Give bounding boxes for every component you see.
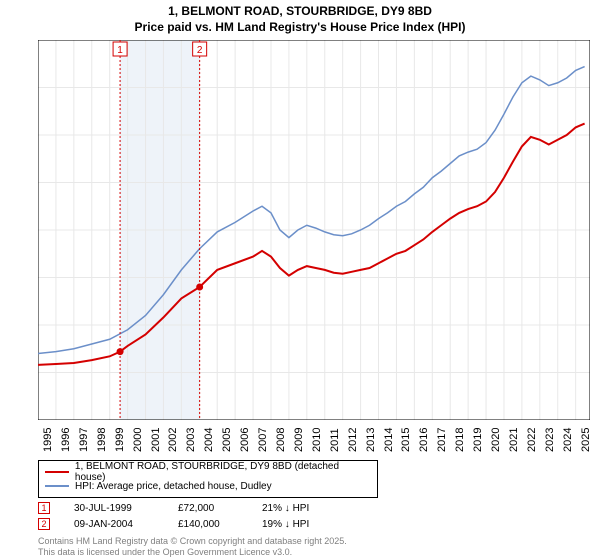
x-tick-label: 2015 [400,428,412,452]
x-tick-label: 2003 [185,428,197,452]
legend-row-price-paid: 1, BELMONT ROAD, STOURBRIDGE, DY9 8BD (d… [45,465,371,479]
chart-svg: 12 [38,40,590,420]
x-tick-label: 2019 [472,428,484,452]
x-tick-label: 2016 [418,428,430,452]
x-tick-label: 2017 [436,428,448,452]
annotation-row: 1 30-JUL-1999 £72,000 21% ↓ HPI [38,500,309,516]
x-tick-label: 1996 [60,428,72,452]
legend-swatch [45,485,69,487]
x-tick-label: 2020 [490,428,502,452]
x-tick-label: 2011 [329,428,341,452]
annotation-marker: 1 [38,502,50,514]
x-tick-label: 1998 [96,428,108,452]
chart-title: 1, BELMONT ROAD, STOURBRIDGE, DY9 8BD Pr… [0,0,600,35]
annotation-price: £140,000 [178,519,238,530]
x-tick-label: 2014 [383,428,395,452]
legend-label: HPI: Average price, detached house, Dudl… [75,481,272,492]
title-line-1: 1, BELMONT ROAD, STOURBRIDGE, DY9 8BD [0,4,600,20]
footer-line-1: Contains HM Land Registry data © Crown c… [38,536,347,547]
legend: 1, BELMONT ROAD, STOURBRIDGE, DY9 8BD (d… [38,460,378,498]
x-tick-label: 2000 [132,428,144,452]
annotation-delta: 21% ↓ HPI [262,503,309,514]
legend-swatch [45,471,69,473]
x-tick-label: 2021 [508,428,520,452]
annotation-table: 1 30-JUL-1999 £72,000 21% ↓ HPI 2 09-JAN… [38,500,309,532]
svg-text:2: 2 [197,45,203,56]
footer: Contains HM Land Registry data © Crown c… [38,536,347,558]
annotation-price: £72,000 [178,503,238,514]
footer-line-2: This data is licensed under the Open Gov… [38,547,347,558]
x-tick-label: 2009 [293,428,305,452]
x-tick-label: 1995 [42,428,54,452]
x-tick-label: 1999 [114,428,126,452]
x-tick-label: 2006 [239,428,251,452]
x-tick-label: 2004 [203,428,215,452]
x-tick-label: 2007 [257,428,269,452]
annotation-date: 30-JUL-1999 [74,503,154,514]
x-tick-label: 2024 [562,428,574,452]
x-tick-label: 2013 [365,428,377,452]
annotation-delta: 19% ↓ HPI [262,519,309,530]
x-tick-label: 2023 [544,428,556,452]
x-tick-label: 2005 [221,428,233,452]
x-tick-label: 1997 [78,428,90,452]
x-tick-label: 2025 [580,428,592,452]
x-tick-label: 2002 [167,428,179,452]
chart-area: 12 [38,40,590,420]
svg-text:1: 1 [117,45,123,56]
annotation-row: 2 09-JAN-2004 £140,000 19% ↓ HPI [38,516,309,532]
title-line-2: Price paid vs. HM Land Registry's House … [0,20,600,36]
x-tick-label: 2012 [347,428,359,452]
annotation-date: 09-JAN-2004 [74,519,154,530]
x-tick-label: 2008 [275,428,287,452]
annotation-marker: 2 [38,518,50,530]
x-tick-label: 2018 [454,428,466,452]
x-tick-label: 2022 [526,428,538,452]
x-tick-label: 2001 [150,428,162,452]
x-tick-label: 2010 [311,428,323,452]
